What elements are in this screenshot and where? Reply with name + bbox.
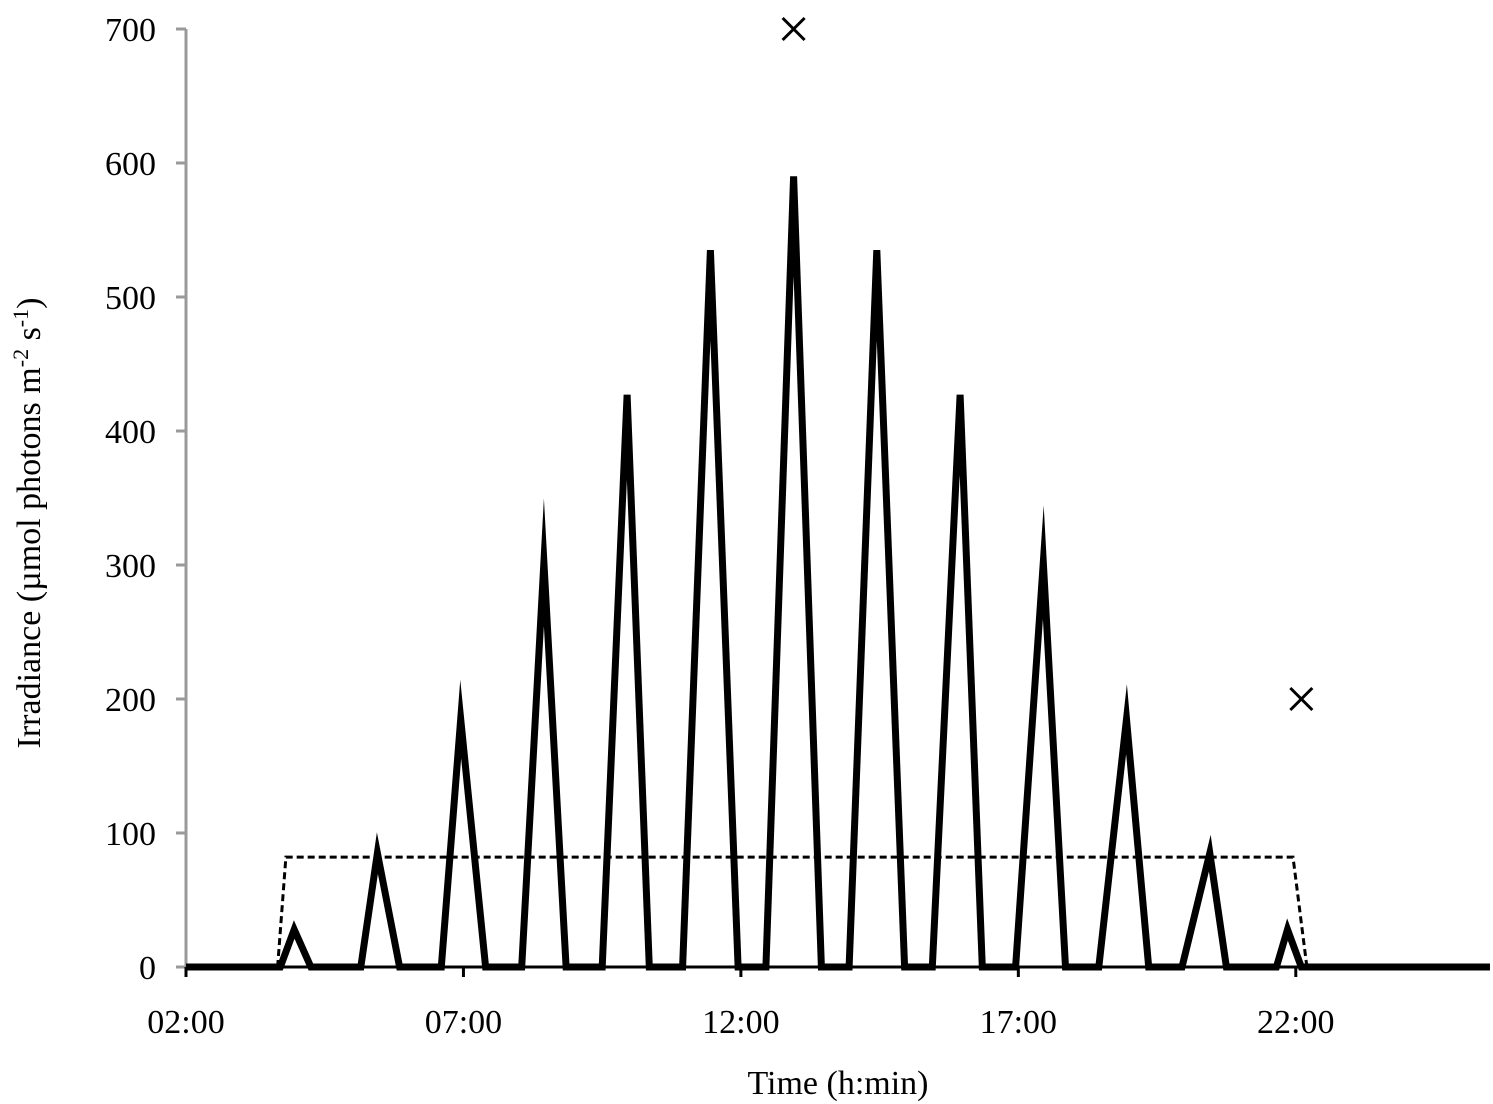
y-axis-title-exp2: -1 [8,309,33,327]
y-axis-title-mid: s [11,327,48,349]
y-axis-title-exp1: -2 [8,349,33,367]
x-marker [781,16,806,42]
y-tick-label: 400 [105,414,156,451]
y-tick-label: 300 [105,548,156,585]
x-tick-label: 07:00 [425,1004,502,1041]
x-tick-label: 17:00 [980,1004,1057,1041]
y-tick-label: 0 [139,950,156,987]
y-axis: 0 100 200 300 400 500 600 700 [105,12,188,987]
x-axis-title: Time (h:min) [747,1065,928,1102]
y-tick-label: 500 [105,280,156,317]
y-tick-label: 700 [105,12,156,49]
x-tick-label: 22:00 [1257,1004,1334,1041]
y-tick-label: 200 [105,682,156,719]
x-tick-label: 12:00 [702,1004,779,1041]
x-marker [1289,686,1314,712]
marker-layer [781,16,1314,712]
series-layer [186,176,1490,971]
irradiance-pulse-line [186,176,1490,971]
x-axis: 02:00 07:00 12:00 17:00 22:00 [147,965,1490,1041]
y-axis-title-prefix: Irradiance (µmol photons m [11,367,48,748]
y-tick-label: 100 [105,816,156,853]
y-axis-title: Irradiance (µmol photons m-2 s-1) [8,298,48,749]
x-tick-label: 02:00 [147,1004,224,1041]
y-tick-label: 600 [105,146,156,183]
y-axis-title-suffix: ) [11,298,48,309]
dashed-reference-line [276,855,1309,968]
